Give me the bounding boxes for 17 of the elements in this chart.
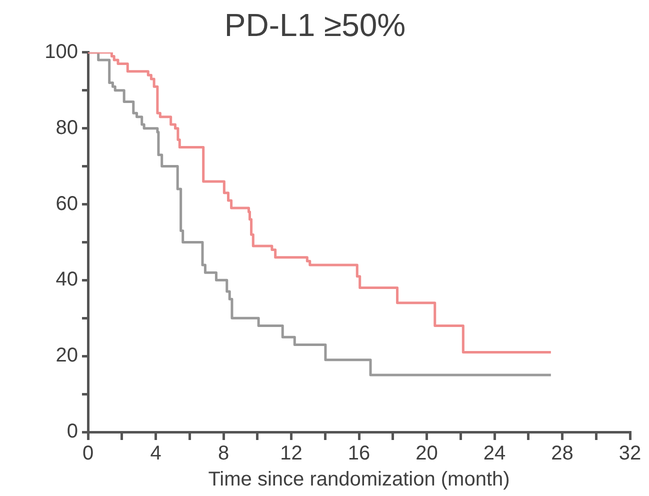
y-tick-label: 0 [66, 420, 78, 443]
x-tick-label: 16 [348, 442, 370, 465]
x-tick-label: 4 [150, 442, 162, 465]
y-tick-label: 60 [56, 192, 78, 215]
x-tick-label: 8 [218, 442, 230, 465]
x-axis-title: Time since randomization (month) [208, 468, 510, 491]
x-tick-label: 12 [280, 442, 302, 465]
y-tick-label: 20 [56, 344, 78, 367]
x-tick-label: 28 [551, 442, 574, 465]
x-tick-label: 24 [483, 442, 506, 465]
y-tick-label: 40 [56, 268, 78, 291]
chart-title: PD-L1 ≥50% [224, 7, 406, 44]
x-tick-label: 20 [416, 442, 438, 465]
y-tick-label: 100 [44, 40, 78, 63]
x-tick-label: 0 [82, 442, 94, 465]
y-tick-label: 80 [56, 116, 78, 139]
x-tick-label: 32 [618, 442, 642, 465]
